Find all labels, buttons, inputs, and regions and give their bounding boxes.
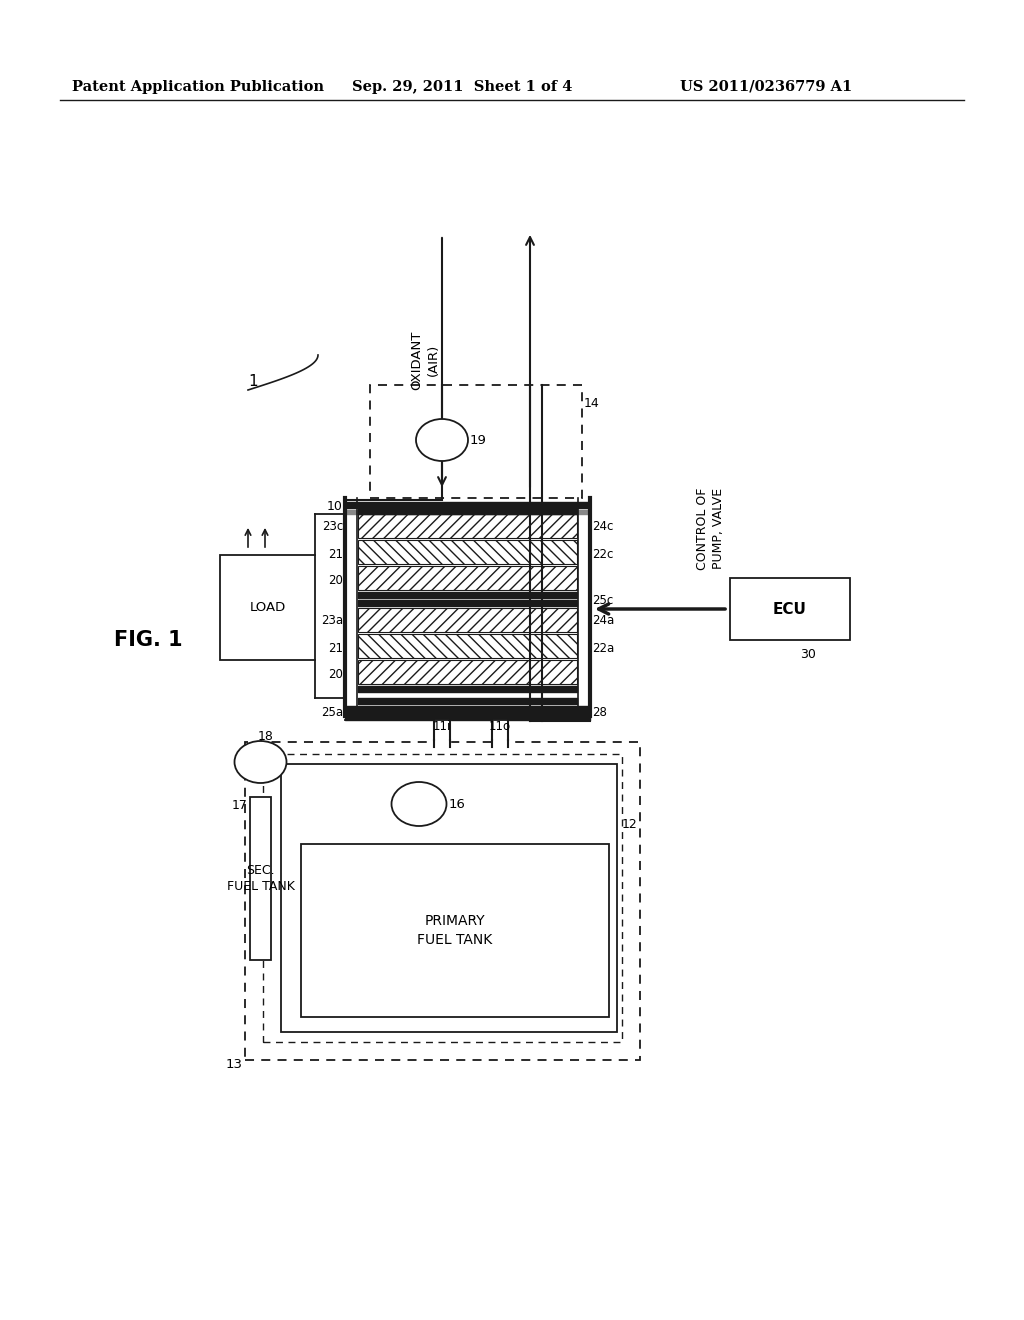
Text: 24a: 24a xyxy=(592,614,614,627)
Text: 23c: 23c xyxy=(322,520,343,532)
Text: 21: 21 xyxy=(328,548,343,561)
Bar xyxy=(358,609,577,632)
Bar xyxy=(370,385,582,498)
Text: PRIMARY
FUEL TANK: PRIMARY FUEL TANK xyxy=(418,915,493,946)
Text: 11i: 11i xyxy=(433,719,452,733)
Text: 15: 15 xyxy=(265,756,281,770)
Bar xyxy=(263,754,622,1041)
Bar xyxy=(358,513,577,539)
Text: 13: 13 xyxy=(226,1059,243,1071)
Text: 21: 21 xyxy=(328,642,343,655)
Text: 17: 17 xyxy=(232,799,248,812)
Text: 20: 20 xyxy=(328,668,343,681)
Text: 23a: 23a xyxy=(321,614,343,627)
Text: 16: 16 xyxy=(449,797,466,810)
Text: 25a: 25a xyxy=(321,705,343,718)
Bar xyxy=(245,742,640,1060)
Text: 14: 14 xyxy=(584,397,600,411)
Bar xyxy=(220,554,315,660)
Bar xyxy=(250,797,271,960)
Text: 11o: 11o xyxy=(488,719,511,733)
Text: 1: 1 xyxy=(248,375,258,389)
Bar xyxy=(281,764,617,1032)
Text: Sep. 29, 2011  Sheet 1 of 4: Sep. 29, 2011 Sheet 1 of 4 xyxy=(352,81,572,94)
Text: 22a: 22a xyxy=(592,642,614,655)
Text: 18: 18 xyxy=(258,730,273,743)
Bar xyxy=(358,660,577,684)
Text: 25c: 25c xyxy=(592,594,613,606)
Bar xyxy=(358,634,577,657)
Text: OXIDANT
(AIR): OXIDANT (AIR) xyxy=(411,330,439,389)
Bar xyxy=(358,566,577,590)
Text: 10: 10 xyxy=(327,500,343,513)
Text: LOAD: LOAD xyxy=(250,601,286,614)
Text: US 2011/0236779 A1: US 2011/0236779 A1 xyxy=(680,81,852,94)
Text: SEC.
FUEL TANK: SEC. FUEL TANK xyxy=(226,865,295,894)
Text: 30: 30 xyxy=(800,648,816,661)
Text: 12: 12 xyxy=(622,817,638,830)
Text: 20: 20 xyxy=(328,573,343,586)
Text: ECU: ECU xyxy=(773,602,807,616)
Ellipse shape xyxy=(391,781,446,826)
Bar xyxy=(358,540,577,564)
Text: CONTROL OF
PUMP, VALVE: CONTROL OF PUMP, VALVE xyxy=(696,487,725,570)
Ellipse shape xyxy=(416,418,468,461)
Bar xyxy=(301,843,609,1016)
Text: 24c: 24c xyxy=(592,520,613,532)
Text: 19: 19 xyxy=(470,433,486,446)
Text: Patent Application Publication: Patent Application Publication xyxy=(72,81,324,94)
Bar xyxy=(730,578,850,640)
Ellipse shape xyxy=(234,741,287,783)
Text: 22c: 22c xyxy=(592,548,613,561)
Text: FIG. 1: FIG. 1 xyxy=(114,630,182,649)
Text: 28: 28 xyxy=(592,705,607,718)
